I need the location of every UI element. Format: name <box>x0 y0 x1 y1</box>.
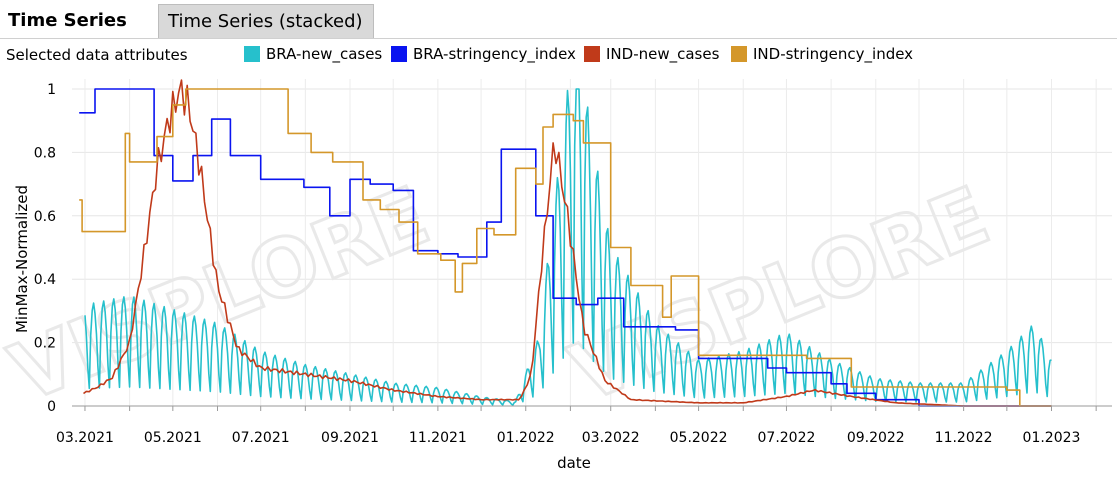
selected-attributes-label: Selected data attributes <box>6 46 188 64</box>
legend-item-ind-new-cases[interactable]: IND-new_cases <box>584 44 719 64</box>
x-axis-label: date <box>557 454 591 472</box>
series-line-ind-new-cases <box>83 79 1052 407</box>
y-tick-label: 0.6 <box>34 209 56 225</box>
legend-label-ind-stringency-index: IND-stringency_index <box>753 45 914 63</box>
x-tick-label: 09.2021 <box>321 430 379 446</box>
legend-item-bra-new-cases[interactable]: BRA-new_cases <box>244 44 382 64</box>
legend-label-bra-stringency-index: BRA-stringency_index <box>413 45 576 63</box>
legend-swatch-ind-new-cases <box>584 46 600 62</box>
tab-bar: Time Series Time Series (stacked) <box>0 0 1117 39</box>
y-tick-label: 0.8 <box>34 145 56 161</box>
legend-swatch-bra-new-cases <box>244 46 260 62</box>
x-tick-label: 07.2022 <box>758 430 816 446</box>
x-tick-label: 03.2021 <box>56 430 114 446</box>
series-line-bra-new-cases <box>84 88 1052 406</box>
series-layer <box>79 79 1052 407</box>
y-ticks: 0 0.2 0.4 0.6 0.8 1 <box>34 82 56 415</box>
legend-label-ind-new-cases: IND-new_cases <box>606 45 720 63</box>
legend-label-bra-new-cases: BRA-new_cases <box>266 45 383 63</box>
x-tick-label: 07.2021 <box>232 430 290 446</box>
y-tick-label: 0.2 <box>34 336 56 352</box>
x-tick-label: 01.2022 <box>497 430 555 446</box>
x-tick-label: 01.2023 <box>1023 430 1081 446</box>
x-tick-label: 09.2022 <box>847 430 905 446</box>
legend-swatch-bra-stringency-index <box>391 46 407 62</box>
legend-swatch-ind-stringency-index <box>731 46 747 62</box>
y-tick-label: 1 <box>47 82 56 98</box>
tab-time-series[interactable]: Time Series <box>0 4 152 38</box>
x-tick-label: 11.2022 <box>935 430 993 446</box>
y-tick-label: 0.4 <box>34 272 56 288</box>
x-ticks: 03.2021 05.2021 07.2021 09.2021 11.2021 01.20… <box>56 406 1097 446</box>
y-axis-label: MinMax-Normalized <box>13 185 31 333</box>
legend-item-ind-stringency-index[interactable]: IND-stringency_index <box>731 44 913 64</box>
series-line-ind-stringency-index <box>79 88 1052 407</box>
tab-time-series-stacked[interactable]: Time Series (stacked) <box>158 4 374 38</box>
x-tick-label: 05.2022 <box>670 430 728 446</box>
x-tick-label: 03.2022 <box>582 430 640 446</box>
watermark-text: VISPLORE <box>558 169 1001 420</box>
x-tick-label: 05.2021 <box>144 430 202 446</box>
legend-item-bra-stringency-index[interactable]: BRA-stringency_index <box>391 44 576 64</box>
series-line-bra-stringency-index <box>79 88 1052 407</box>
y-tick-label: 0 <box>47 399 56 415</box>
x-tick-label: 11.2021 <box>409 430 467 446</box>
